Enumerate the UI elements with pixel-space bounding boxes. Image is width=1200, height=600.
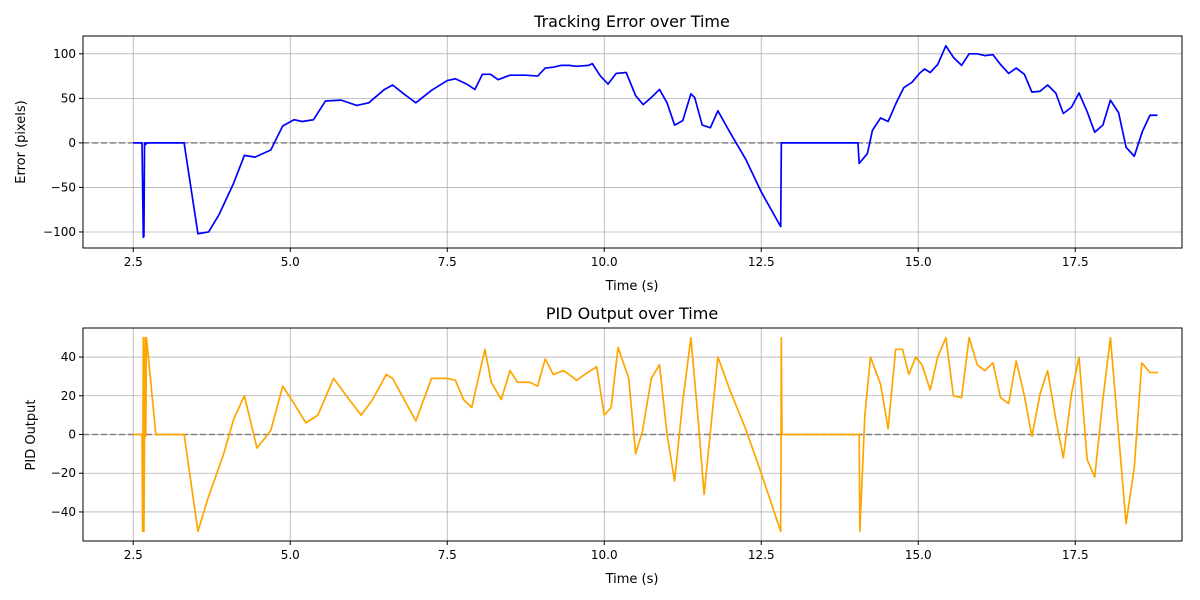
x-tick-label: 7.5	[438, 548, 457, 562]
y-tick-label: 40	[61, 350, 76, 364]
y-tick-label: −100	[43, 225, 76, 239]
x-tick-label: 5.0	[281, 255, 300, 269]
y-tick-label: 0	[68, 428, 76, 442]
x-tick-label: 10.0	[591, 255, 618, 269]
x-axis-ticks: 2.5 5.0 7.5 10.0 12.5 15.0 17.5	[124, 248, 1089, 269]
y-tick-label: 20	[61, 389, 76, 403]
y-tick-label: 50	[61, 91, 76, 105]
series-line	[133, 336, 1159, 533]
series-layer	[133, 44, 1158, 239]
x-tick-label: 5.0	[281, 548, 300, 562]
x-tick-label: 12.5	[748, 548, 775, 562]
axes-frame	[82, 35, 1183, 249]
y-axis-label: PID Output	[24, 400, 39, 471]
y-tick-label: −40	[51, 505, 76, 519]
y-axis-ticks: −40 −20 0 20 40	[51, 350, 83, 519]
x-tick-label: 12.5	[748, 255, 775, 269]
y-tick-label: −20	[51, 466, 76, 480]
x-tick-label: 15.0	[905, 548, 932, 562]
x-tick-label: 10.0	[591, 548, 618, 562]
x-tick-label: 17.5	[1062, 548, 1089, 562]
x-tick-label: 15.0	[905, 255, 932, 269]
x-tick-label: 7.5	[438, 255, 457, 269]
x-tick-label: 2.5	[124, 548, 143, 562]
series-layer	[133, 336, 1159, 533]
x-axis-label: Time (s)	[605, 572, 659, 587]
y-tick-label: 0	[68, 136, 76, 150]
x-axis-label: Time (s)	[605, 279, 659, 294]
chart-title: Tracking Error over Time	[533, 12, 730, 31]
y-axis-ticks: −100 −50 0 50 100	[43, 47, 83, 239]
y-axis-label: Error (pixels)	[14, 100, 29, 184]
x-tick-label: 17.5	[1062, 255, 1089, 269]
x-tick-label: 2.5	[124, 255, 143, 269]
y-tick-label: 100	[53, 47, 76, 61]
pid-output-chart: PID Output over Time 2.5 5.0 7.5 10.0 12.5 15…	[24, 304, 1183, 587]
series-line	[133, 44, 1158, 239]
x-axis-ticks: 2.5 5.0 7.5 10.0 12.5 15.0 17.5	[124, 541, 1089, 562]
plot-frame	[82, 35, 1183, 249]
chart-title: PID Output over Time	[546, 304, 718, 323]
y-tick-label: −50	[51, 180, 76, 194]
tracking-error-chart: Tracking Error over Time 2.5 5.0 7.5 10.0 12…	[14, 12, 1183, 294]
